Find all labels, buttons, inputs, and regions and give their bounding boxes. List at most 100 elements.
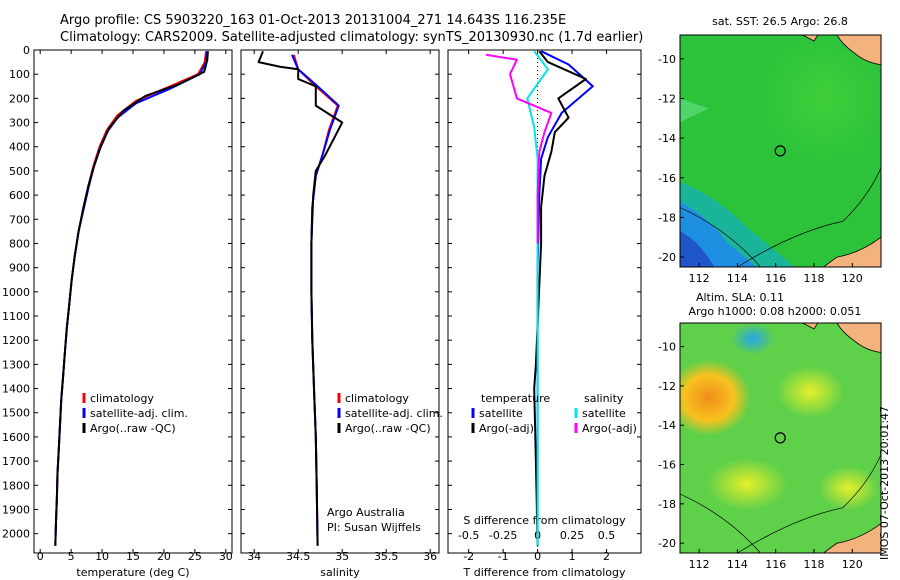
difference-line-t-argo: [533, 50, 587, 546]
imos-timestamp: IMOS 07-Oct-2013 20:01:47: [878, 405, 891, 560]
salinity-legend-0-label: climatology: [345, 392, 409, 405]
sst-land-sumbawa: [802, 35, 819, 42]
sst-lon-label: 118: [804, 272, 825, 285]
sla-lat-label: -12: [658, 380, 676, 393]
sla-high-anomaly: [680, 359, 751, 436]
sst-contour-1: [680, 207, 761, 267]
sst-argo-location-marker: [774, 145, 786, 157]
sla-lon-label: 116: [765, 558, 786, 571]
depth-tick-label: 1100: [2, 310, 30, 323]
temperature-xtick-label: 5: [68, 550, 75, 563]
temperature-xtick-label: 0: [37, 550, 44, 563]
salinity-xtick-label: 34.5: [286, 550, 311, 563]
difference-legend-t-0-label: satellite: [479, 407, 523, 420]
depth-tick-label: 300: [9, 117, 30, 130]
sst-lon-label: 114: [727, 272, 748, 285]
sst-map-frame: [679, 34, 882, 268]
sla-contour-1: [680, 493, 761, 553]
chart-title-line2: Climatology: CARS2009. Satellite-adjuste…: [60, 30, 644, 45]
difference-xtick-label: -2: [463, 550, 474, 563]
difference-xtick-label: 2: [603, 550, 610, 563]
difference-legend-temperature-title: temperature: [481, 392, 550, 405]
depth-tick-label: 1600: [2, 431, 30, 444]
temperature-line-argo: [54, 51, 209, 546]
sla-contour-2: [737, 454, 881, 553]
sla-map-title-2: Argo h1000: 0.08 h2000: 0.051: [689, 305, 862, 318]
difference-legend-s-0-label: satellite: [582, 407, 626, 420]
temperature-xtick-label: 20: [157, 550, 171, 563]
difference-panel-frame: [447, 49, 642, 554]
sla-yellow-3: [818, 466, 879, 511]
depth-tick-label: 1700: [2, 455, 30, 468]
temperature-xtick-label: 25: [188, 550, 202, 563]
sla-lat-label: -20: [658, 537, 676, 550]
sst-contour-2: [737, 167, 881, 267]
salinity-line-argo: [257, 50, 344, 546]
sla-lat-label: -18: [658, 498, 676, 511]
sla-land-sumba: [836, 323, 881, 353]
difference-legend-t-1-label: Argo(-adj): [479, 422, 534, 435]
sst-lat-label: -10: [658, 53, 676, 66]
sla-lon-label: 112: [689, 558, 710, 571]
salinity-line-satellite: [291, 54, 340, 546]
sla-lon-label: 120: [842, 558, 863, 571]
depth-tick-label: 400: [9, 141, 30, 154]
sla-lat-label: -16: [658, 459, 676, 472]
difference-t-axis-label: T difference from climatology: [463, 566, 626, 579]
salinity-xtick-label: 35.5: [374, 550, 399, 563]
depth-tick-label: 0: [23, 44, 30, 57]
salinity-xtick-label: 34: [247, 550, 261, 563]
difference-line-s-satellite: [526, 50, 549, 546]
sla-yellow-2: [707, 458, 787, 511]
sst-warm-region: [753, 35, 881, 169]
sst-lon-label: 116: [765, 272, 786, 285]
sla-lon-label: 118: [804, 558, 825, 571]
temperature-axis-label: temperature (deg C): [76, 566, 189, 579]
depth-tick-label: 800: [9, 237, 30, 250]
salinity-xtick-label: 36: [423, 550, 437, 563]
temperature-line-satellite: [54, 51, 209, 546]
depth-tick-label: 1400: [2, 383, 30, 396]
sst-lat-label: -16: [658, 172, 676, 185]
difference-s-tick-label: -0.5: [458, 529, 479, 542]
salinity-annotation-2: PI: Susan Wijffels: [327, 521, 421, 534]
sst-land-sumba: [836, 35, 881, 66]
sst-lat-label: -20: [658, 251, 676, 264]
sst-map-title: sat. SST: 26.5 Argo: 26.8: [712, 15, 848, 28]
sla-land-sumbawa: [802, 323, 819, 330]
sst-lon-label: 120: [842, 272, 863, 285]
difference-legend-s-1-label: Argo(-adj): [582, 422, 637, 435]
temperature-xtick-label: 30: [219, 550, 233, 563]
sla-lon-label: 114: [727, 558, 748, 571]
depth-tick-label: 100: [9, 68, 30, 81]
sst-lat-label: -12: [658, 92, 676, 105]
depth-tick-label: 200: [9, 92, 30, 105]
sla-map-frame: [679, 322, 882, 554]
difference-xtick-label: -1: [498, 550, 509, 563]
sst-coldest-region: [680, 231, 715, 267]
sla-yellow-1: [776, 365, 845, 418]
salinity-annotation-1: Argo Australia: [327, 506, 405, 519]
salinity-xtick-label: 35: [335, 550, 349, 563]
difference-legend-salinity-title: salinity: [584, 392, 624, 405]
depth-tick-label: 1200: [2, 334, 30, 347]
sla-lat-label: -10: [658, 341, 676, 354]
salinity-legend-1-label: satellite-adj. clim.: [345, 407, 443, 420]
salinity-legend-2-label: Argo(..raw -QC): [345, 422, 431, 435]
temperature-panel-frame: [33, 49, 233, 554]
sla-map-group: [680, 323, 881, 553]
temperature-legend-0-label: climatology: [90, 392, 154, 405]
depth-tick-label: 700: [9, 213, 30, 226]
depth-tick-label: 1000: [2, 286, 30, 299]
depth-tick-label: 1300: [2, 358, 30, 371]
difference-s-tick-label: 0.25: [560, 529, 585, 542]
depth-tick-label: 1900: [2, 503, 30, 516]
salinity-panel-frame: [240, 49, 440, 554]
depth-tick-label: 1800: [2, 479, 30, 492]
salinity-axis-label: salinity: [320, 566, 360, 579]
depth-tick-label: 1500: [2, 407, 30, 420]
temperature-xtick-label: 10: [95, 550, 109, 563]
temperature-xtick-label: 15: [126, 550, 140, 563]
sla-field: [680, 323, 881, 553]
